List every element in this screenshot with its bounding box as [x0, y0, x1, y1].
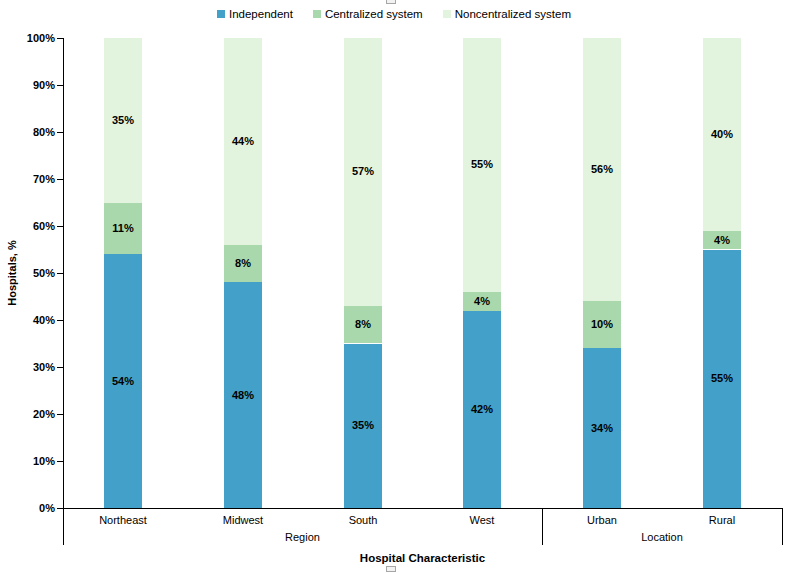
bar-value-label: 48%	[232, 389, 254, 402]
chart-container: Independent Centralized system Noncentrali…	[0, 0, 788, 573]
x-group-label: Location	[542, 530, 782, 544]
category-group-separator	[63, 508, 64, 545]
bar-segment: 4%	[463, 292, 501, 311]
y-tick-mark	[57, 85, 63, 86]
bar-value-label: 8%	[235, 257, 251, 270]
bar-value-label: 55%	[471, 158, 493, 171]
y-tick-mark	[57, 414, 63, 415]
x-category-label: South	[308, 513, 418, 527]
bar-value-label: 35%	[112, 114, 134, 127]
bar-value-label: 44%	[232, 135, 254, 148]
bar-value-label: 42%	[471, 403, 493, 416]
x-category-label: Rural	[667, 513, 777, 527]
legend-swatch-icon	[443, 10, 451, 18]
y-tick-mark	[57, 320, 63, 321]
x-category-label: Northeast	[68, 513, 178, 527]
bar-segment: 55%	[703, 250, 741, 509]
y-tick-mark	[57, 461, 63, 462]
y-tick-label: 60%	[13, 219, 55, 233]
legend: Independent Centralized system Noncentrali…	[0, 5, 788, 23]
bar-value-label: 56%	[591, 163, 613, 176]
y-tick-label: 10%	[13, 454, 55, 468]
bar-value-label: 54%	[112, 375, 134, 388]
bar-segment: 10%	[583, 301, 621, 348]
y-tick-label: 30%	[13, 360, 55, 374]
legend-label: Noncentralized system	[455, 7, 571, 21]
bar-value-label: 40%	[711, 128, 733, 141]
x-category-label: Midwest	[188, 513, 298, 527]
bar-segment: 48%	[224, 282, 262, 508]
bar-value-label: 10%	[591, 318, 613, 331]
chart-resize-handle-top[interactable]	[386, 0, 396, 4]
legend-swatch-icon	[313, 10, 321, 18]
y-tick-mark	[57, 132, 63, 133]
x-category-label: Urban	[547, 513, 657, 527]
bar-segment: 56%	[583, 38, 621, 301]
bar-segment: 55%	[463, 38, 501, 292]
y-tick-label: 70%	[13, 172, 55, 186]
bar-value-label: 8%	[355, 318, 371, 331]
category-group-separator	[542, 508, 543, 545]
x-axis-line	[63, 508, 783, 509]
y-tick-label: 40%	[13, 313, 55, 327]
bar-segment: 8%	[344, 306, 382, 344]
y-tick-label: 0%	[13, 501, 55, 515]
bar-segment: 11%	[104, 203, 142, 255]
x-group-label: Region	[63, 530, 542, 544]
bar-segment: 34%	[583, 348, 621, 508]
bar-segment: 54%	[104, 254, 142, 508]
y-tick-label: 20%	[13, 407, 55, 421]
legend-item: Noncentralized system	[443, 7, 571, 21]
bar-value-label: 4%	[474, 295, 490, 308]
bar-value-label: 11%	[112, 222, 133, 235]
bar-value-label: 55%	[711, 372, 733, 385]
bar-segment: 35%	[344, 344, 382, 509]
bar-segment: 44%	[224, 38, 262, 245]
y-tick-mark	[57, 38, 63, 39]
legend-swatch-icon	[217, 10, 225, 18]
y-tick-mark	[57, 226, 63, 227]
y-tick-label: 50%	[13, 266, 55, 280]
bar-segment: 42%	[463, 311, 501, 508]
bar-segment: 35%	[104, 38, 142, 203]
y-tick-label: 100%	[13, 31, 55, 45]
y-tick-mark	[57, 367, 63, 368]
bar-segment: 57%	[344, 38, 382, 306]
bar-value-label: 35%	[352, 419, 374, 432]
x-axis-title: Hospital Characteristic	[63, 552, 782, 564]
y-tick-label: 90%	[13, 78, 55, 92]
legend-label: Independent	[229, 7, 293, 21]
y-tick-mark	[57, 179, 63, 180]
legend-item: Centralized system	[313, 7, 423, 21]
bar-segment: 40%	[703, 38, 741, 231]
y-axis-line	[63, 38, 64, 509]
chart-resize-handle-bottom[interactable]	[386, 566, 396, 572]
bar-segment: 4%	[703, 231, 741, 250]
category-group-separator	[782, 508, 783, 545]
bar-value-label: 4%	[714, 234, 730, 247]
y-tick-mark	[57, 273, 63, 274]
legend-label: Centralized system	[325, 7, 423, 21]
bar-value-label: 34%	[591, 422, 613, 435]
x-category-label: West	[427, 513, 537, 527]
bar-segment: 8%	[224, 245, 262, 283]
y-tick-label: 80%	[13, 125, 55, 139]
bar-value-label: 57%	[352, 165, 374, 178]
legend-item: Independent	[217, 7, 293, 21]
